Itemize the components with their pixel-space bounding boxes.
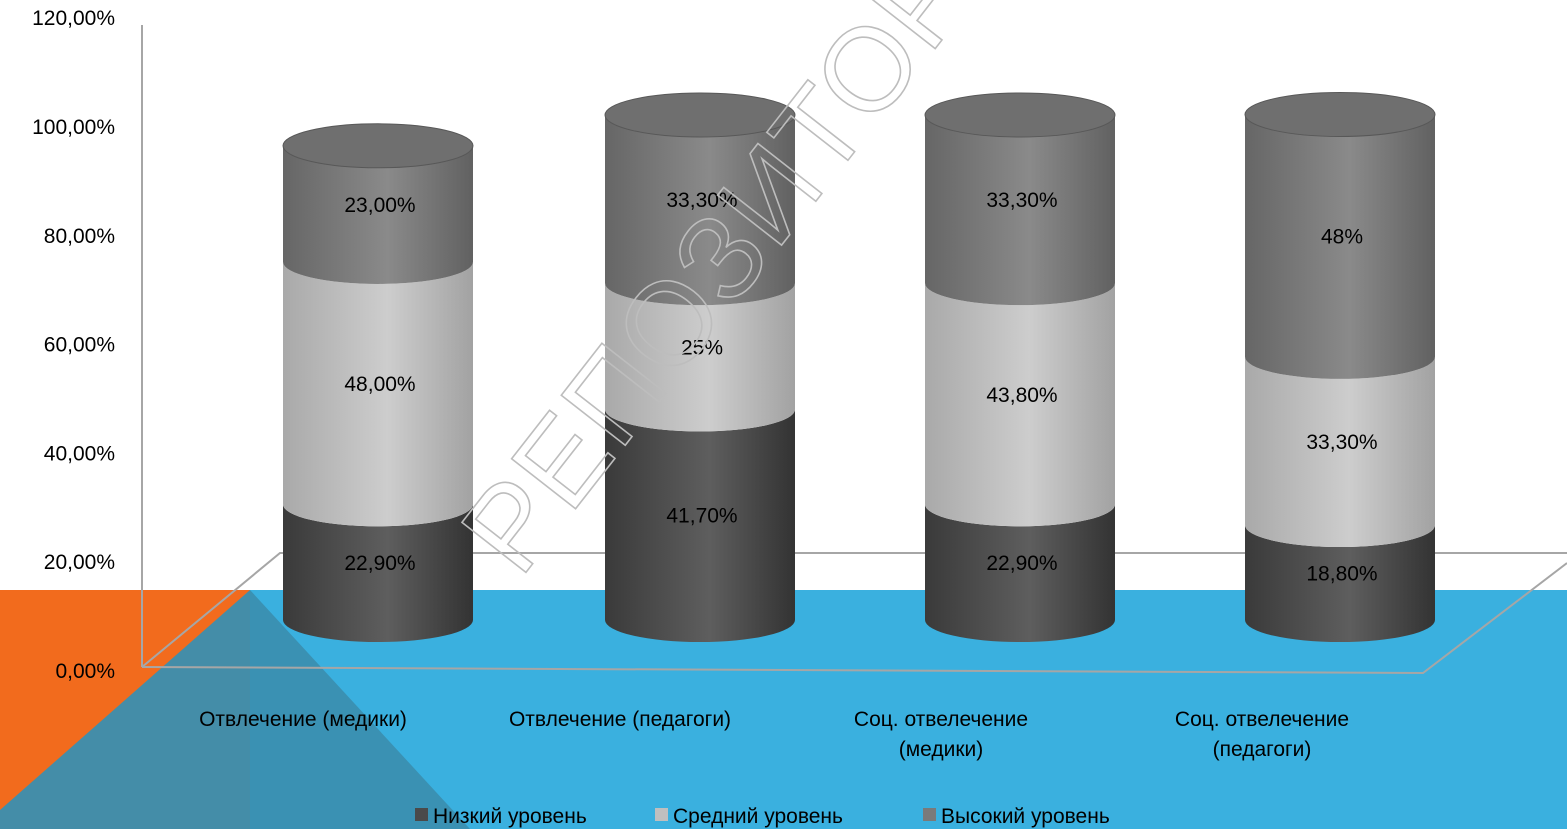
data-label: 33,30% xyxy=(1306,431,1377,454)
legend-label-low: Низкий уровень xyxy=(433,805,587,828)
bar-segment xyxy=(605,409,795,642)
data-label: 22,90% xyxy=(344,552,415,575)
category-label: (педагоги) xyxy=(1213,738,1312,761)
legend-item-high: Высокий уровень xyxy=(923,805,1110,828)
bar-segment xyxy=(1245,525,1435,642)
axis-frame xyxy=(141,25,1567,675)
legend-label-medium: Средний уровень xyxy=(673,805,843,828)
cylinder-bar xyxy=(924,92,1116,642)
data-label: 23,00% xyxy=(344,194,415,217)
floor-front-edge xyxy=(141,562,1567,675)
data-label: 48,00% xyxy=(344,373,415,396)
data-label: 33,30% xyxy=(666,189,737,212)
y-tick-label: 100,00% xyxy=(32,116,115,139)
category-label: Отвлечение (медики) xyxy=(199,708,407,731)
bar-top-cap xyxy=(924,92,1116,138)
bar-segment xyxy=(925,283,1115,527)
legend-swatch-high xyxy=(923,808,936,821)
bar-segment xyxy=(605,283,795,432)
watermark-text: РЕПОЗИТОРИЙ БГПУ xyxy=(435,0,1318,596)
data-label: 43,80% xyxy=(986,384,1057,407)
bar-segment xyxy=(283,504,473,642)
background-teal-triangle xyxy=(0,590,470,829)
legend-item-medium: Средний уровень xyxy=(655,805,843,828)
data-label: 33,30% xyxy=(986,189,1057,212)
floor-outline xyxy=(141,552,1567,668)
bar-top-cap xyxy=(604,92,796,138)
legend-item-low: Низкий уровень xyxy=(415,805,587,828)
y-axis-ticks: 0,00% 20,00% 40,00% 60,00% 80,00% 100,00% 120,… xyxy=(32,7,115,683)
y-tick-label: 120,00% xyxy=(32,7,115,30)
bar-segment xyxy=(605,115,795,306)
bar-top-cap xyxy=(1244,91,1436,137)
legend-swatch-low xyxy=(415,808,428,821)
category-label: (медики) xyxy=(899,738,984,761)
category-labels: Отвлечение (медики) Отвлечение (педагоги)… xyxy=(199,708,1349,761)
bar-segment xyxy=(283,145,473,284)
bars xyxy=(282,91,1436,642)
watermark: РЕПОЗИТОРИЙ БГПУ xyxy=(434,0,1319,597)
data-label: 25% xyxy=(681,336,723,359)
cylinder-bar xyxy=(604,92,796,642)
category-label: Соц. отвелечение xyxy=(1175,708,1349,731)
cylinder-bar xyxy=(1244,91,1436,642)
data-labels: 22,90% 48,00% 23,00% 41,70% 25% 33,30% 22,90% 4… xyxy=(344,189,1377,585)
y-tick-label: 20,00% xyxy=(44,551,115,574)
data-label: 22,90% xyxy=(986,552,1057,575)
bar-segment xyxy=(1245,356,1435,548)
y-tick-label: 80,00% xyxy=(44,225,115,248)
bar-top-cap xyxy=(282,123,474,169)
legend-swatch-medium xyxy=(655,808,668,821)
bar-segment xyxy=(283,261,473,527)
y-tick-label: 0,00% xyxy=(55,660,115,683)
cylinder-bar xyxy=(282,123,474,642)
y-tick-label: 60,00% xyxy=(44,334,115,357)
data-label: 41,70% xyxy=(666,505,737,528)
legend: Низкий уровень Средний уровень Высокий у… xyxy=(415,805,1110,828)
bar-segment xyxy=(1245,114,1435,379)
bar-segment xyxy=(925,115,1115,306)
category-label: Отвлечение (педагоги) xyxy=(509,708,731,731)
category-label: Соц. отвелечение xyxy=(854,708,1028,731)
bar-segment xyxy=(925,504,1115,642)
legend-label-high: Высокий уровень xyxy=(941,805,1110,828)
data-label: 48% xyxy=(1321,226,1363,249)
y-tick-label: 40,00% xyxy=(44,442,115,465)
data-label: 18,80% xyxy=(1306,563,1377,586)
